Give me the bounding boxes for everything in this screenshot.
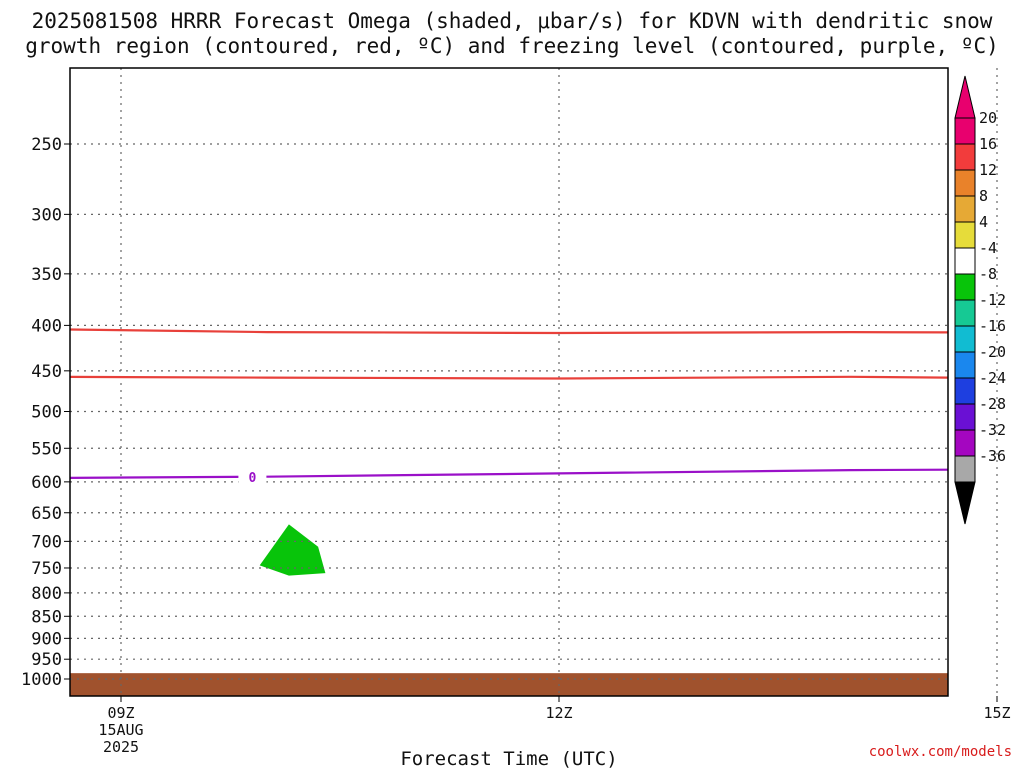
y-tick-label-650: 650	[31, 504, 62, 524]
colorbar-label-12: 12	[979, 161, 997, 179]
y-tick-label-800: 800	[31, 584, 62, 604]
colorbar-swatch-10	[954, 377, 976, 405]
colorbar: 20 16 12 8 4 -4 -8 -12 -16 -20 -24 -28 -32 -36	[954, 75, 1006, 525]
colorbar-under-arrow	[954, 481, 976, 525]
x-tick-label-09Z-2: 2025	[103, 738, 139, 756]
ground-surface	[70, 673, 948, 696]
x-tick-label-12Z-0: 12Z	[545, 704, 572, 722]
y-tick-label-950: 950	[31, 650, 62, 670]
colorbar-swatch-4	[954, 221, 976, 249]
colorbar-swatch-9	[954, 351, 976, 379]
x-tick-label-09Z-1: 15AUG	[98, 721, 143, 739]
colorbar-swatch-8	[954, 325, 976, 353]
colorbar-label--32: -32	[979, 421, 1006, 439]
colorbar-swatch-7	[954, 299, 976, 327]
colorbar-label--12: -12	[979, 291, 1006, 309]
y-tick-label-600: 600	[31, 473, 62, 493]
y-tick-label-1000: 1000	[21, 670, 62, 690]
x-axis: 09Z15AUG202512Z15Z18Z21Z00Z16AUG	[98, 696, 1011, 756]
y-tick-label-300: 300	[31, 205, 62, 225]
colorbar-label-4: 4	[979, 213, 988, 231]
credit-link[interactable]: coolwx.com/models	[868, 744, 1012, 760]
y-tick-label-450: 450	[31, 362, 62, 382]
colorbar-swatch-6	[954, 273, 976, 301]
y-tick-label-750: 750	[31, 559, 62, 579]
colorbar-swatch-13	[954, 455, 976, 483]
colorbar-label-20: 20	[979, 109, 997, 127]
y-tick-label-350: 350	[31, 265, 62, 285]
isotherm-0	[70, 468, 948, 479]
colorbar-over-arrow	[954, 75, 976, 119]
colorbar-label--24: -24	[979, 369, 1006, 387]
y-tick-label-550: 550	[31, 439, 62, 459]
colorbar-label--16: -16	[979, 317, 1006, 335]
grid-lines	[70, 68, 998, 696]
colorbar-label--4: -4	[979, 239, 997, 257]
colorbar-label--36: -36	[979, 447, 1006, 465]
x-tick-label-15Z-0: 15Z	[983, 704, 1010, 722]
colorbar-swatch-5	[954, 247, 976, 275]
colorbar-swatch-12	[954, 429, 976, 457]
colorbar-label--8: -8	[979, 265, 997, 283]
colorbar-label--28: -28	[979, 395, 1006, 413]
y-tick-label-850: 850	[31, 607, 62, 627]
colorbar-swatch-3	[954, 195, 976, 223]
y-tick-label-250: 250	[31, 135, 62, 155]
y-tick-label-700: 700	[31, 532, 62, 552]
isotherm--12	[70, 375, 948, 380]
x-tick-label-09Z-0: 09Z	[107, 704, 134, 722]
chart-title-line-2: growth region (contoured, red, ºC) and f…	[25, 34, 999, 58]
y-tick-label-500: 500	[31, 403, 62, 423]
omega-region-9	[259, 524, 326, 576]
temperature-contours: -18-1200	[70, 328, 948, 486]
colorbar-swatch-2	[954, 169, 976, 197]
omega-shading-layer	[259, 524, 326, 576]
isotherm-label-bg-2-0	[238, 468, 267, 485]
colorbar-label-8: 8	[979, 187, 988, 205]
colorbar-swatch-0	[954, 117, 976, 145]
x-axis-label: Forecast Time (UTC)	[400, 748, 617, 768]
plot-frame	[69, 67, 949, 697]
chart-title-line-1: 2025081508 HRRR Forecast Omega (shaded, …	[31, 9, 993, 33]
colorbar-label-16: 16	[979, 135, 997, 153]
y-tick-label-400: 400	[31, 316, 62, 336]
isotherm-label-0: 0	[248, 471, 256, 486]
colorbar-swatch-11	[954, 403, 976, 431]
colorbar-swatch-1	[954, 143, 976, 171]
colorbar-label--20: -20	[979, 343, 1006, 361]
y-tick-label-900: 900	[31, 629, 62, 649]
y-axis: 2503003504004505005506006507007508008509…	[21, 135, 70, 690]
isotherm--18	[70, 328, 948, 335]
